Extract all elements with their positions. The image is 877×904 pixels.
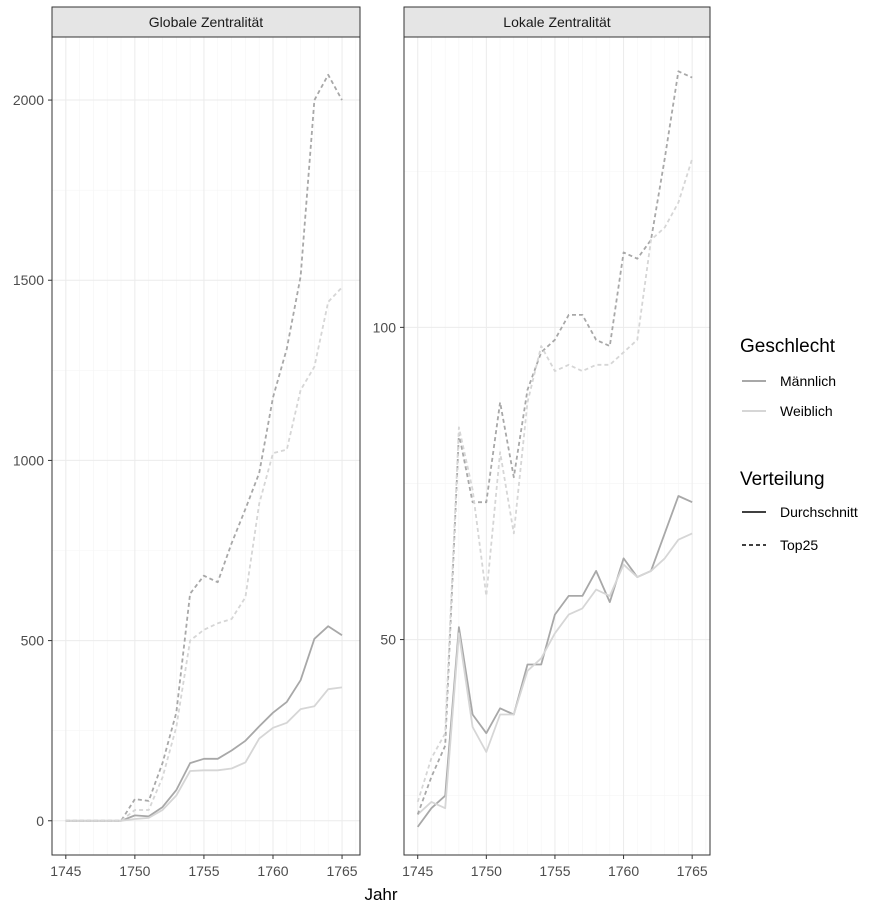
x-tick-label: 1760 <box>257 863 288 879</box>
legend-label-maennlich: Männlich <box>780 373 836 389</box>
strip-background <box>51 6 361 38</box>
x-tick-label: 1765 <box>677 863 708 879</box>
panel-lokale-zentralitaet: Lokale Zentralität 50 100 1745 1750 1755 176… <box>373 6 711 879</box>
legend: Geschlecht Männlich Weiblich Verteilung … <box>740 336 858 553</box>
series-layer <box>65 73 343 822</box>
x-tick-label: 1760 <box>608 863 639 879</box>
series-line-maennlich-top25 <box>65 73 343 822</box>
series-line-weiblich-durchschnitt <box>65 686 343 822</box>
series-layer <box>416 70 694 828</box>
y-tick-label: 500 <box>21 633 45 649</box>
legend-title-verteilung: Verteilung <box>740 469 825 490</box>
panel-border <box>403 36 711 856</box>
grid-layer <box>403 37 710 855</box>
series-line-maennlich-top25 <box>416 70 693 815</box>
legend-label-top25: Top25 <box>780 537 818 553</box>
legend-label-weiblich: Weiblich <box>780 403 833 419</box>
y-axis: 0 500 1000 1500 2000 <box>13 92 52 829</box>
x-tick-label: 1750 <box>471 863 502 879</box>
x-tick-label: 1745 <box>50 863 81 879</box>
strip-label-lokale: Lokale Zentralität <box>503 14 611 30</box>
strip-label-globale: Globale Zentralität <box>149 14 264 30</box>
y-axis: 50 100 <box>373 319 404 648</box>
y-tick-label: 50 <box>380 632 396 648</box>
series-line-weiblich-top25 <box>416 158 694 803</box>
x-axis: 1745 1750 1755 1760 1765 <box>50 855 358 879</box>
panel-border <box>51 36 361 856</box>
x-tick-label: 1765 <box>326 863 357 879</box>
y-tick-label: 1500 <box>13 272 44 288</box>
x-tick-label: 1745 <box>402 863 433 879</box>
panel-background <box>52 37 360 855</box>
x-axis-title: Jahr <box>364 885 397 904</box>
y-tick-label: 100 <box>373 319 397 335</box>
series-line-weiblich-durchschnitt <box>417 532 693 816</box>
x-tick-label: 1755 <box>188 863 219 879</box>
grid-layer <box>51 37 360 855</box>
y-tick-label: 1000 <box>13 452 44 468</box>
panel-globale-zentralitaet: Globale Zentralität 0 500 1000 1500 2000 174… <box>13 6 361 879</box>
panel-background <box>404 37 710 855</box>
y-tick-label: 2000 <box>13 92 44 108</box>
legend-title-geschlecht: Geschlecht <box>740 336 836 357</box>
x-tick-label: 1755 <box>539 863 570 879</box>
y-tick-label: 0 <box>36 813 44 829</box>
x-axis: 1745 1750 1755 1760 1765 <box>402 855 708 879</box>
strip-background <box>403 6 711 38</box>
x-tick-label: 1750 <box>119 863 150 879</box>
legend-label-durchschnitt: Durchschnitt <box>780 504 858 520</box>
